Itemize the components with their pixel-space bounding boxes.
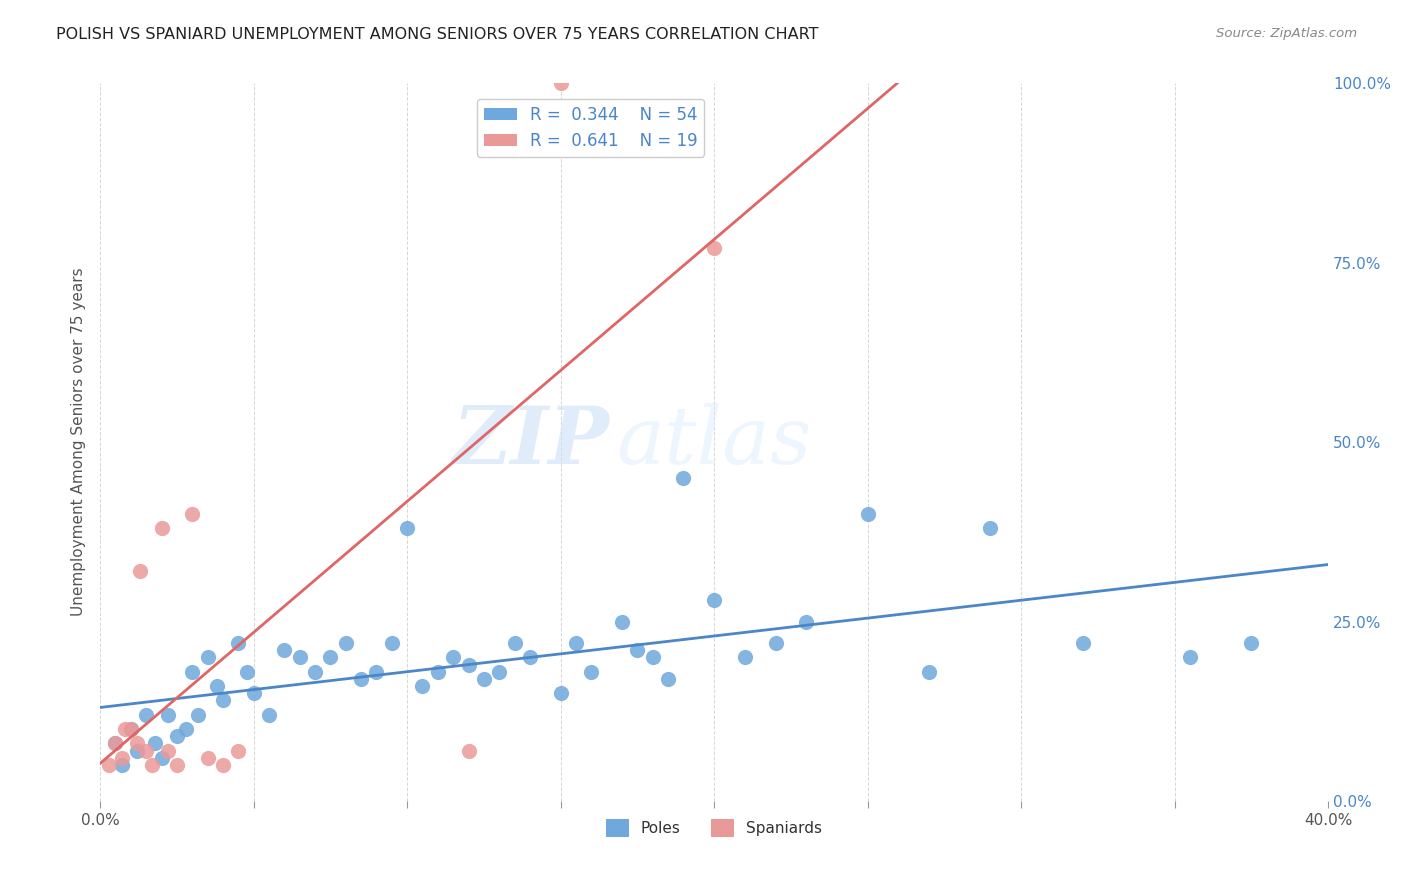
Point: [242, 686, 264, 700]
Point: [156, 744, 179, 758]
Point: [381, 636, 404, 650]
Point: [156, 707, 179, 722]
Point: [734, 650, 756, 665]
Point: [672, 471, 695, 485]
Point: [641, 650, 664, 665]
Point: [150, 521, 173, 535]
Point: [135, 707, 157, 722]
Point: [114, 722, 136, 736]
Point: [304, 665, 326, 679]
Point: [236, 665, 259, 679]
Point: [765, 636, 787, 650]
Point: [610, 615, 633, 629]
Point: [503, 636, 526, 650]
Point: [550, 77, 572, 91]
Point: [226, 636, 249, 650]
Point: [111, 751, 134, 765]
Point: [288, 650, 311, 665]
Point: [120, 722, 142, 736]
Point: [205, 679, 228, 693]
Point: [703, 242, 725, 256]
Point: [550, 686, 572, 700]
Point: [181, 665, 204, 679]
Point: [488, 665, 510, 679]
Point: [979, 521, 1001, 535]
Legend: Poles, Spaniards: Poles, Spaniards: [600, 813, 828, 844]
Point: [657, 672, 679, 686]
Y-axis label: Unemployment Among Seniors over 75 years: Unemployment Among Seniors over 75 years: [72, 268, 86, 616]
Point: [187, 707, 209, 722]
Point: [111, 758, 134, 772]
Point: [703, 593, 725, 607]
Point: [125, 744, 148, 758]
Point: [120, 722, 142, 736]
Point: [145, 737, 167, 751]
Point: [197, 751, 219, 765]
Point: [626, 643, 648, 657]
Point: [141, 758, 163, 772]
Point: [457, 744, 479, 758]
Point: [441, 650, 464, 665]
Point: [856, 507, 879, 521]
Point: [135, 744, 157, 758]
Point: [794, 615, 817, 629]
Point: [1071, 636, 1094, 650]
Point: [366, 665, 388, 679]
Point: [918, 665, 941, 679]
Text: ZIP: ZIP: [453, 403, 610, 481]
Point: [150, 751, 173, 765]
Point: [426, 665, 449, 679]
Point: [1240, 636, 1263, 650]
Point: [350, 672, 373, 686]
Point: [1178, 650, 1201, 665]
Point: [129, 564, 152, 578]
Point: [212, 758, 235, 772]
Point: [411, 679, 433, 693]
Point: [273, 643, 295, 657]
Point: [519, 650, 541, 665]
Text: atlas: atlas: [616, 403, 811, 481]
Point: [457, 657, 479, 672]
Text: Source: ZipAtlas.com: Source: ZipAtlas.com: [1216, 27, 1357, 40]
Point: [197, 650, 219, 665]
Point: [104, 737, 127, 751]
Point: [472, 672, 495, 686]
Point: [104, 737, 127, 751]
Point: [98, 758, 121, 772]
Point: [174, 722, 197, 736]
Point: [166, 729, 188, 743]
Point: [581, 665, 603, 679]
Point: [257, 707, 280, 722]
Point: [565, 636, 588, 650]
Point: [181, 507, 204, 521]
Point: [335, 636, 357, 650]
Point: [166, 758, 188, 772]
Point: [226, 744, 249, 758]
Point: [396, 521, 419, 535]
Text: POLISH VS SPANIARD UNEMPLOYMENT AMONG SENIORS OVER 75 YEARS CORRELATION CHART: POLISH VS SPANIARD UNEMPLOYMENT AMONG SE…: [56, 27, 818, 42]
Point: [319, 650, 342, 665]
Point: [125, 737, 148, 751]
Point: [212, 693, 235, 707]
